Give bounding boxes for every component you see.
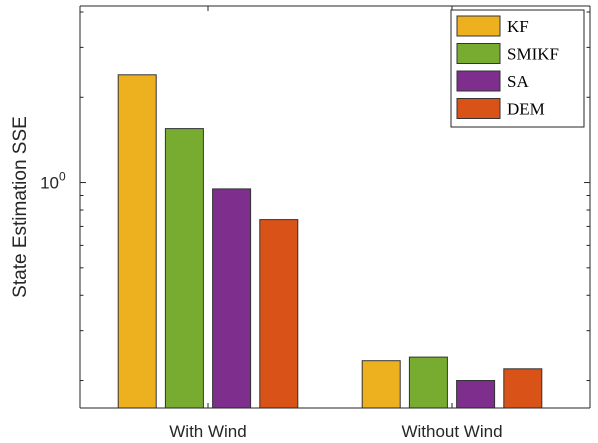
bar-kf-with-wind <box>117 74 157 409</box>
legend-swatch-dem <box>456 98 501 119</box>
y-ticks: 10 0 <box>40 11 590 382</box>
bar-dem-with-wind <box>259 219 299 409</box>
x-ticks: With Wind Without Wind <box>169 6 503 441</box>
legend-label-dem: DEM <box>507 100 545 119</box>
legend-swatch-sa <box>456 70 501 92</box>
bar-smikf-with-wind <box>164 128 204 409</box>
x-tick-label: Without Wind <box>401 422 502 441</box>
legend-label-kf: KF <box>507 17 529 36</box>
legend-label-sa: SA <box>507 72 529 91</box>
axes <box>79 5 591 409</box>
bar-kf-without-wind <box>361 360 401 409</box>
legend-swatch-smikf <box>456 43 501 64</box>
y-axis-label: State Estimation SSE <box>10 116 31 298</box>
x-tick-label: With Wind <box>169 422 246 441</box>
bars-group <box>117 74 543 409</box>
bar-dem-without-wind <box>503 368 543 409</box>
legend-label-smikf: SMIKF <box>507 45 559 64</box>
y-tick-exponent: 0 <box>59 170 66 184</box>
bar-sa-without-wind <box>456 380 496 409</box>
legend: KF SMIKF SA DEM <box>450 9 585 128</box>
legend-swatch-kf <box>456 15 501 37</box>
bar-sa-with-wind <box>212 188 252 409</box>
bar-smikf-without-wind <box>408 356 448 409</box>
y-tick-label: 10 <box>40 174 59 193</box>
